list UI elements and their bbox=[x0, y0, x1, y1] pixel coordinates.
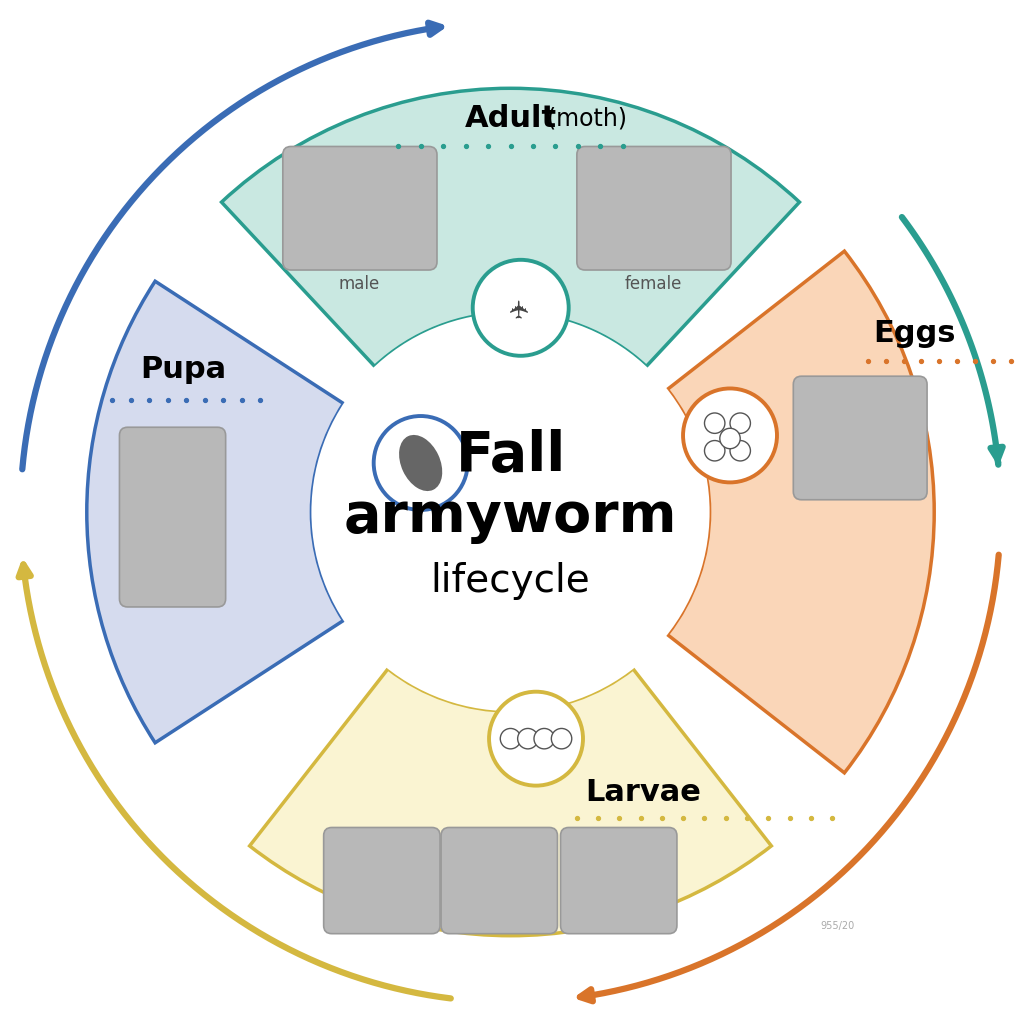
Text: Fall: Fall bbox=[455, 429, 566, 483]
Text: (moth): (moth) bbox=[547, 106, 627, 131]
Circle shape bbox=[704, 413, 725, 433]
FancyBboxPatch shape bbox=[119, 427, 226, 607]
Circle shape bbox=[720, 428, 740, 449]
Text: lifecycle: lifecycle bbox=[431, 562, 590, 600]
FancyBboxPatch shape bbox=[793, 376, 927, 500]
Circle shape bbox=[551, 728, 572, 749]
FancyBboxPatch shape bbox=[441, 827, 557, 934]
FancyBboxPatch shape bbox=[283, 146, 437, 270]
Circle shape bbox=[730, 413, 750, 433]
FancyBboxPatch shape bbox=[324, 827, 440, 934]
Circle shape bbox=[311, 313, 710, 711]
Circle shape bbox=[730, 440, 750, 461]
Wedge shape bbox=[668, 251, 934, 773]
FancyBboxPatch shape bbox=[561, 827, 677, 934]
Circle shape bbox=[704, 440, 725, 461]
Text: armyworm: armyworm bbox=[344, 490, 677, 544]
Circle shape bbox=[500, 728, 521, 749]
Circle shape bbox=[473, 260, 569, 355]
Text: Eggs: Eggs bbox=[873, 318, 956, 348]
Text: Pupa: Pupa bbox=[141, 354, 227, 384]
FancyBboxPatch shape bbox=[577, 146, 731, 270]
Text: ✈: ✈ bbox=[508, 297, 533, 318]
Text: male: male bbox=[339, 275, 380, 293]
Wedge shape bbox=[250, 669, 771, 936]
Circle shape bbox=[683, 388, 777, 482]
Ellipse shape bbox=[399, 435, 442, 492]
Circle shape bbox=[489, 691, 583, 785]
Wedge shape bbox=[222, 88, 799, 367]
Text: 955/20: 955/20 bbox=[820, 921, 855, 931]
Circle shape bbox=[374, 416, 468, 510]
Circle shape bbox=[518, 728, 538, 749]
Text: Adult: Adult bbox=[465, 104, 556, 133]
Text: female: female bbox=[625, 275, 682, 293]
Circle shape bbox=[534, 728, 554, 749]
Text: Larvae: Larvae bbox=[585, 778, 701, 807]
Wedge shape bbox=[87, 282, 343, 742]
